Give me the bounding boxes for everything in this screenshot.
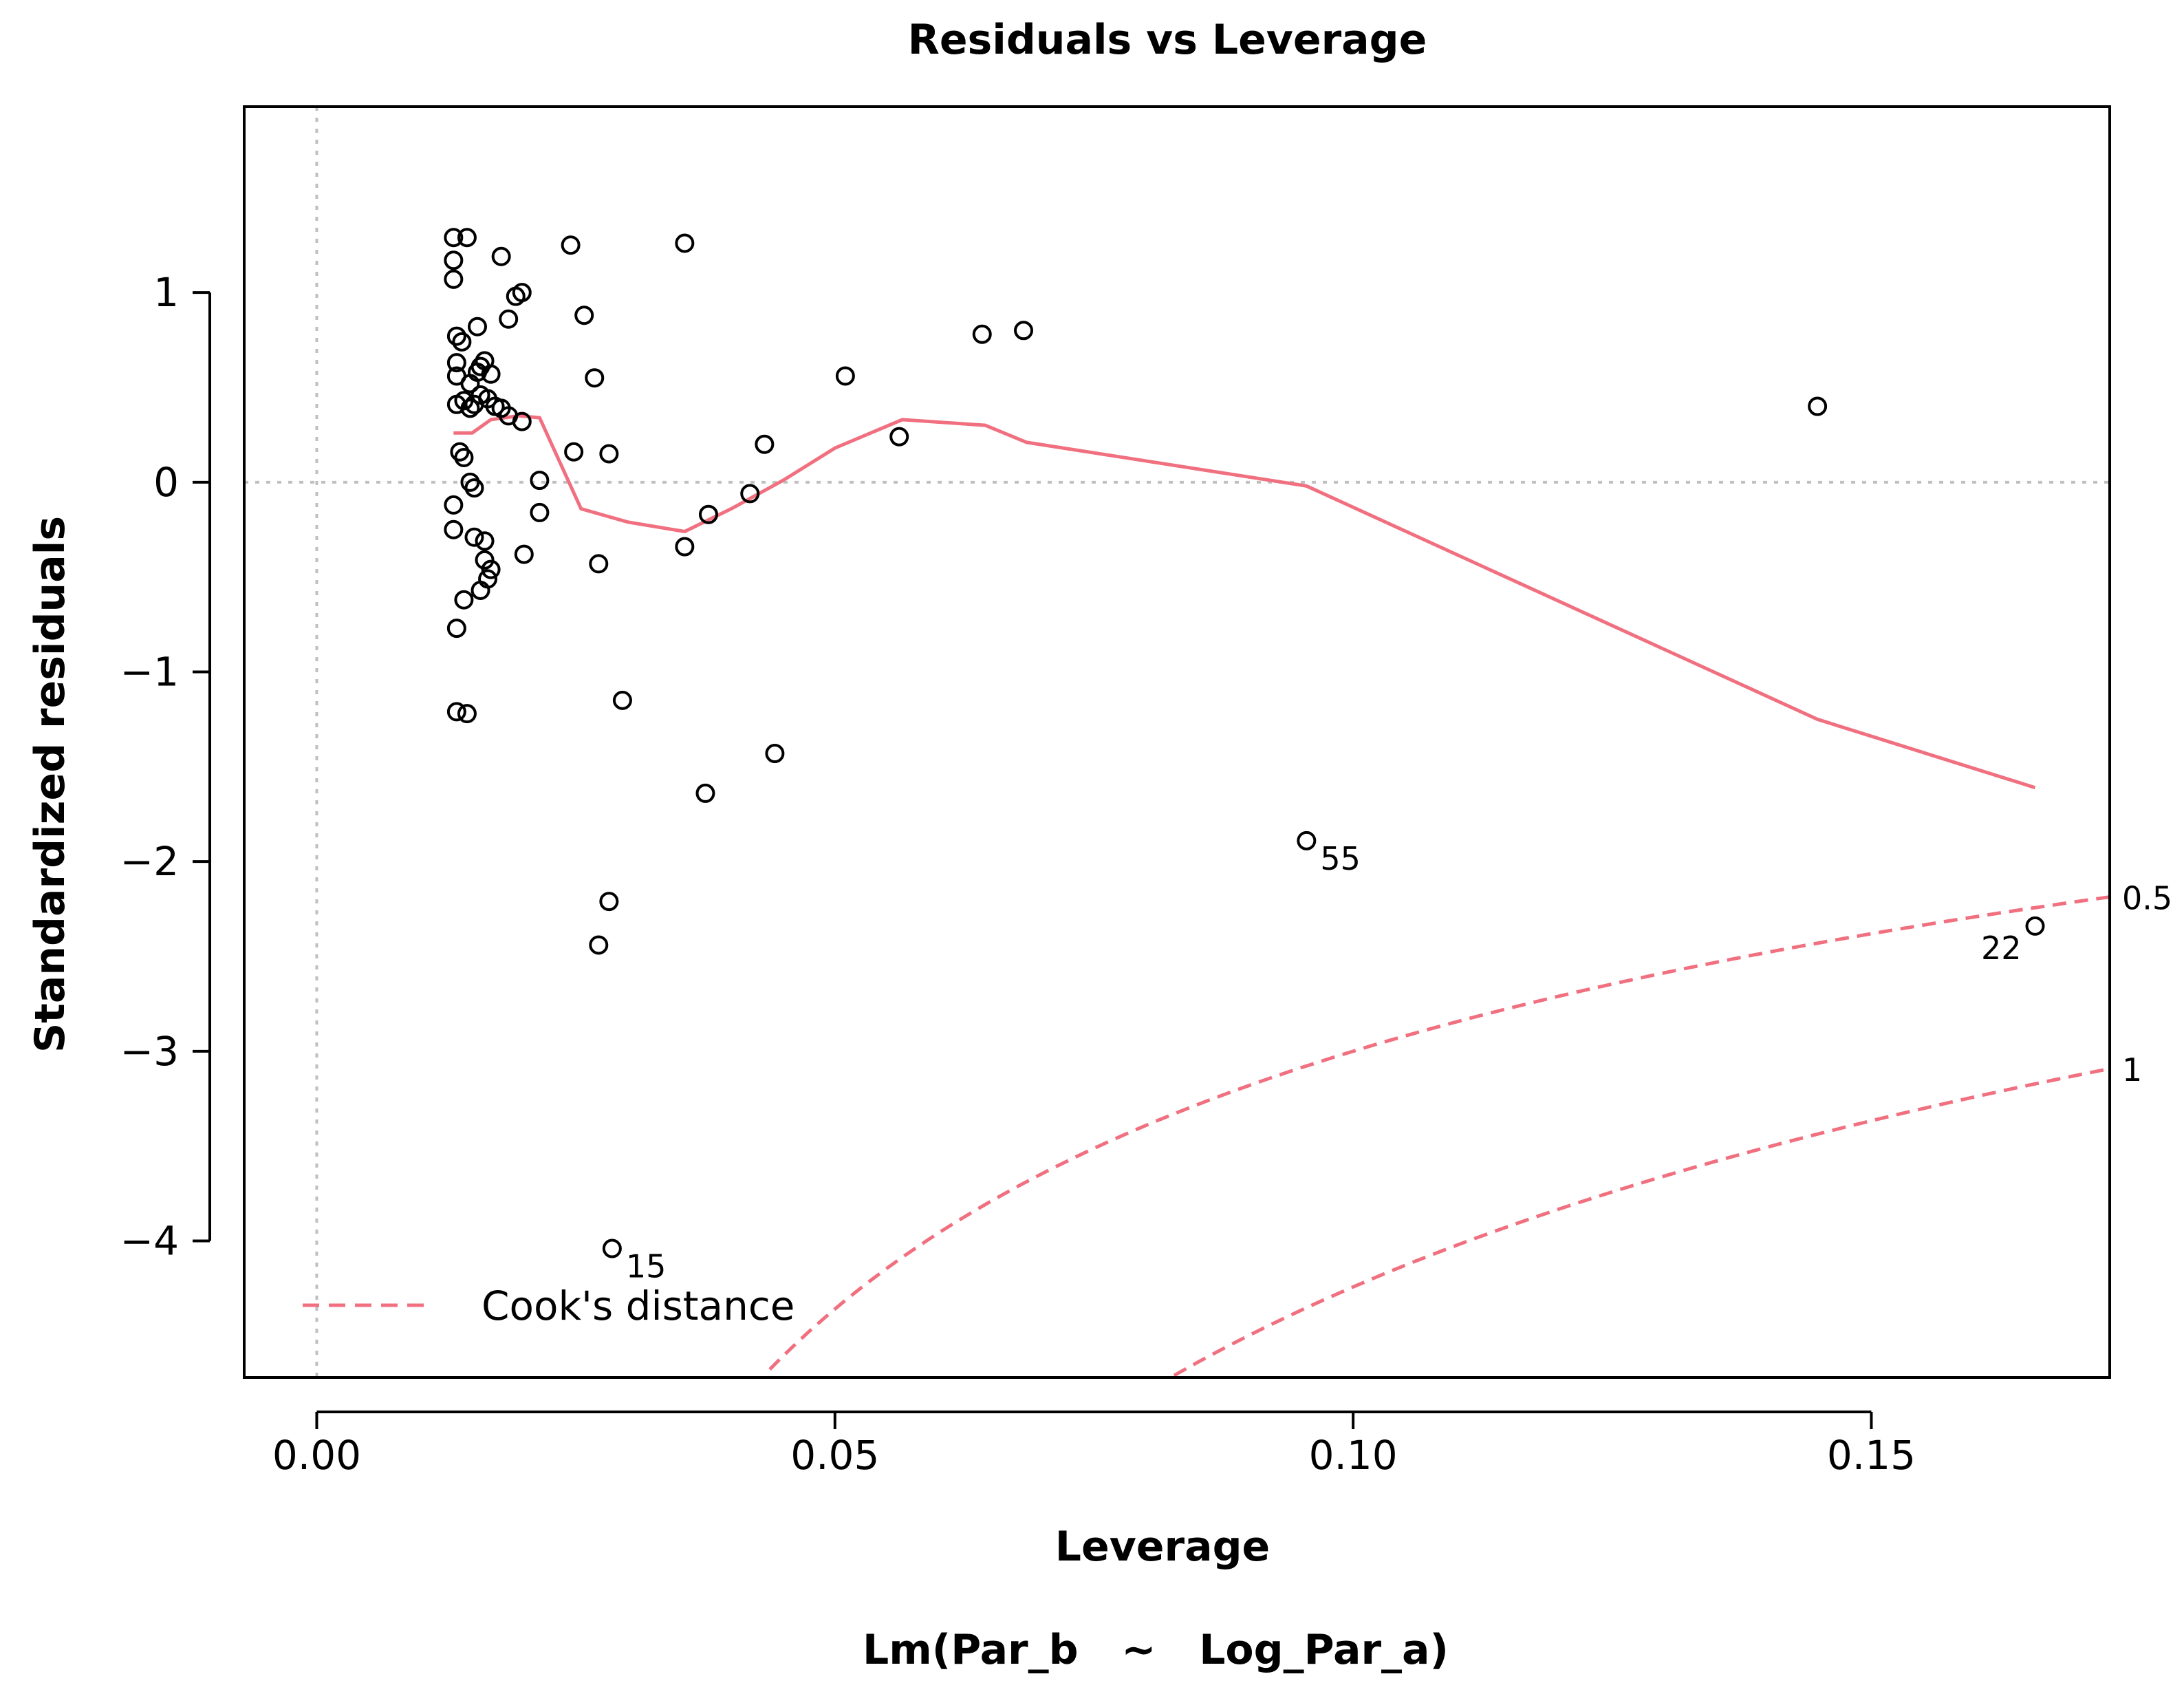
data-point — [599, 892, 619, 912]
data-points: 55 22 15 — [444, 228, 2045, 1285]
data-point — [564, 442, 584, 462]
data-point — [457, 228, 477, 248]
legend-cooks-label: Cook's distance — [482, 1283, 794, 1329]
smooth-trend-line — [453, 414, 2036, 790]
data-point — [675, 537, 695, 557]
point-label: 22 — [1981, 930, 2022, 967]
data-point — [460, 374, 480, 394]
data-point — [475, 550, 495, 570]
point-label: 55 — [1320, 840, 1361, 877]
data-point — [491, 246, 511, 266]
data-point — [460, 398, 480, 418]
data-point — [446, 702, 466, 722]
data-point — [464, 478, 484, 498]
data-point — [612, 690, 632, 710]
point-label: 15 — [626, 1248, 667, 1285]
data-point — [444, 228, 464, 248]
chart-title: Residuals vs Leverage — [908, 16, 1427, 64]
data-point — [2025, 916, 2045, 936]
data-point — [561, 235, 581, 255]
data-point — [589, 935, 609, 955]
data-point — [889, 427, 909, 447]
y-tick-label: −2 — [120, 838, 180, 885]
data-point — [585, 368, 605, 388]
data-point — [444, 495, 464, 515]
data-point — [475, 531, 495, 551]
data-point — [1014, 321, 1034, 341]
data-point — [481, 364, 501, 384]
y-tick-label: −1 — [120, 649, 180, 696]
x-tick-label: 0.05 — [790, 1432, 879, 1479]
data-point — [675, 233, 695, 253]
data-point — [481, 559, 501, 579]
x-axis-title: Leverage — [1055, 1523, 1270, 1571]
cooks-distance-label: 1 — [2122, 1051, 2142, 1089]
data-point — [589, 554, 609, 574]
data-point — [446, 326, 466, 346]
data-point — [755, 434, 775, 454]
data-point — [698, 504, 718, 524]
data-point — [444, 250, 464, 270]
data-point — [972, 324, 992, 344]
data-point — [446, 353, 466, 373]
x-axis: 0.00 0.05 0.10 0.15 — [272, 1411, 1916, 1479]
data-point — [835, 366, 855, 386]
data-point — [765, 744, 785, 764]
x-tick-label: 0.10 — [1309, 1432, 1398, 1479]
x-tick-label: 0.15 — [1827, 1432, 1916, 1479]
data-point — [454, 590, 474, 610]
y-tick-label: −3 — [120, 1028, 180, 1075]
data-point — [512, 283, 532, 303]
data-point — [457, 704, 477, 724]
data-point — [444, 269, 464, 289]
y-tick-label: 1 — [153, 269, 179, 316]
data-point — [499, 309, 519, 329]
y-tick-label: −4 — [120, 1218, 180, 1265]
data-point — [740, 484, 760, 504]
data-point — [695, 783, 715, 803]
data-point — [452, 332, 472, 352]
data-point — [530, 471, 550, 491]
cooks-distance-label: 0.5 — [2122, 880, 2172, 917]
data-point — [446, 619, 466, 639]
data-point — [1808, 396, 1828, 416]
data-point — [512, 411, 532, 431]
plot-frame — [243, 105, 2111, 1379]
data-point — [471, 580, 490, 600]
data-point — [599, 444, 619, 464]
data-point — [530, 502, 550, 522]
cooks-distance-curve — [768, 895, 2110, 1371]
data-point — [574, 305, 594, 325]
legend: Cook's distance — [303, 1283, 794, 1329]
data-point — [468, 317, 487, 336]
y-axis-title: Standardized residuals — [26, 516, 74, 1053]
cooks-distance-curves: 0.51 — [768, 880, 2172, 1377]
data-point — [602, 1239, 622, 1258]
data-point — [454, 447, 474, 467]
data-point — [514, 544, 534, 564]
model-formula-subtitle: Lm(Par_b ~ Log_Par_a) — [863, 1626, 1449, 1674]
cooks-distance-curve — [1173, 1066, 2110, 1377]
data-point — [444, 519, 464, 539]
x-tick-label: 0.00 — [272, 1432, 361, 1479]
y-tick-label: 0 — [153, 459, 179, 506]
data-point — [1297, 830, 1317, 850]
data-point — [464, 527, 484, 547]
y-axis: −4 −3 −2 −1 0 1 — [120, 269, 211, 1265]
